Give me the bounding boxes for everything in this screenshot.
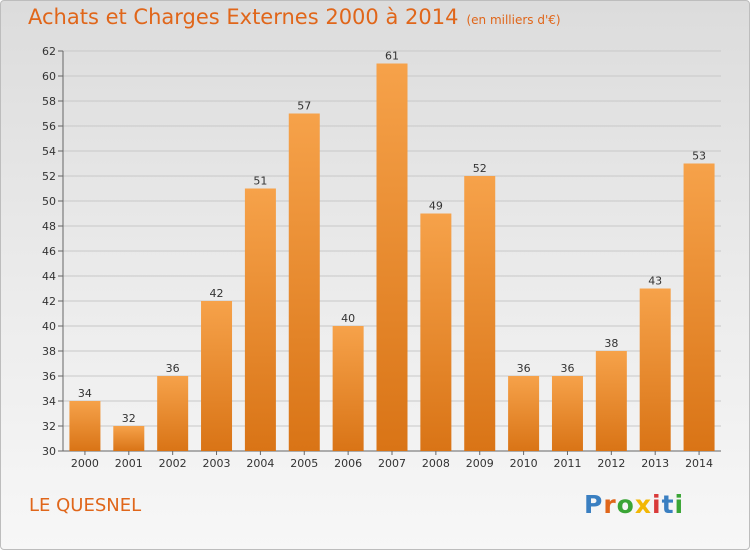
x-tick-label: 2002 xyxy=(159,457,187,470)
town-name: LE QUESNEL xyxy=(29,495,142,516)
y-tick-label: 62 xyxy=(42,45,56,58)
axes: 30 32 34 36 38 40 42 44 46 48 50 52 54 56 58 60 62 2000 20… xyxy=(42,45,721,470)
y-tick-label: 52 xyxy=(42,170,56,183)
data-label: 36 xyxy=(560,362,574,375)
bar xyxy=(376,63,408,451)
bar xyxy=(464,176,496,451)
logo-letter: x xyxy=(634,490,652,519)
logo-letter: r xyxy=(603,490,617,519)
y-tick-label: 34 xyxy=(42,395,56,408)
bar xyxy=(683,163,715,451)
data-label: 51 xyxy=(253,175,267,188)
x-tick-label: 2008 xyxy=(422,457,450,470)
bar xyxy=(420,213,452,451)
bar xyxy=(69,401,101,451)
data-label: 42 xyxy=(210,287,224,300)
data-label: 36 xyxy=(166,362,180,375)
bar xyxy=(288,113,320,451)
proxiti-logo: Proxiti xyxy=(584,490,684,519)
x-tick-label: 2000 xyxy=(71,457,99,470)
y-tick-label: 50 xyxy=(42,195,56,208)
bar xyxy=(201,301,233,451)
data-label: 36 xyxy=(517,362,531,375)
x-tick-label: 2013 xyxy=(641,457,669,470)
bar xyxy=(332,326,364,451)
y-tick-label: 42 xyxy=(42,295,56,308)
y-tick-label: 60 xyxy=(42,70,56,83)
y-tick-label: 38 xyxy=(42,345,56,358)
bar xyxy=(157,376,189,451)
y-tick-label: 32 xyxy=(42,420,56,433)
bar xyxy=(551,376,583,451)
x-tick-label: 2012 xyxy=(597,457,625,470)
data-label: 34 xyxy=(78,387,92,400)
x-tick-label: 2003 xyxy=(203,457,231,470)
data-label: 32 xyxy=(122,412,136,425)
y-tick-label: 44 xyxy=(42,270,56,283)
y-tick-label: 48 xyxy=(42,220,56,233)
x-tick-label: 2001 xyxy=(115,457,143,470)
y-tick-label: 56 xyxy=(42,120,56,133)
data-label: 53 xyxy=(692,150,706,163)
logo-letter: i xyxy=(652,490,662,519)
bar xyxy=(595,351,627,451)
logo-letter: P xyxy=(584,490,604,519)
data-label: 57 xyxy=(297,100,311,113)
x-tick-label: 2014 xyxy=(685,457,713,470)
x-tick-label: 2010 xyxy=(510,457,538,470)
y-tick-label: 46 xyxy=(42,245,56,258)
data-label: 43 xyxy=(648,275,662,288)
logo-letter: o xyxy=(616,490,635,519)
data-label: 40 xyxy=(341,312,355,325)
x-tick-label: 2011 xyxy=(553,457,581,470)
data-labels: 34 32 36 42 51 57 40 61 49 52 36 36 38 43 53 xyxy=(78,50,706,426)
x-tick-label: 2004 xyxy=(246,457,274,470)
y-tick-label: 58 xyxy=(42,95,56,108)
x-tick-label: 2007 xyxy=(378,457,406,470)
data-label: 52 xyxy=(473,162,487,175)
bar xyxy=(508,376,540,451)
data-label: 49 xyxy=(429,200,443,213)
logo-letter: t xyxy=(661,490,675,519)
logo-letter: i xyxy=(674,490,685,519)
bar xyxy=(639,288,671,451)
y-tick-label: 40 xyxy=(42,320,56,333)
x-tick-label: 2006 xyxy=(334,457,362,470)
y-tick-label: 54 xyxy=(42,145,56,158)
y-tick-label: 30 xyxy=(42,445,56,458)
y-tick-label: 36 xyxy=(42,370,56,383)
chart-subtitle: (en milliers d'€) xyxy=(466,13,561,27)
x-tick-label: 2005 xyxy=(290,457,318,470)
chart-title: Achats et Charges Externes 2000 à 2014 (e… xyxy=(28,5,561,29)
x-tick-label: 2009 xyxy=(466,457,494,470)
data-label: 61 xyxy=(385,50,399,63)
chart-title-text: Achats et Charges Externes 2000 à 2014 xyxy=(28,5,459,29)
bars xyxy=(69,63,715,451)
data-label: 38 xyxy=(604,337,618,350)
bar xyxy=(244,188,276,451)
bar xyxy=(113,426,145,451)
